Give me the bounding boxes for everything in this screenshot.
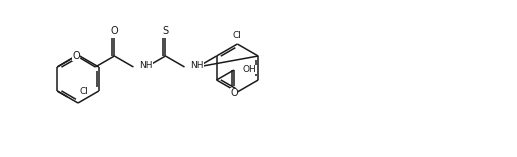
Text: Cl: Cl: [233, 32, 242, 41]
Text: S: S: [162, 26, 169, 36]
Text: OH: OH: [243, 65, 256, 73]
Text: Cl: Cl: [80, 87, 89, 95]
Text: NH: NH: [191, 62, 204, 70]
Text: NH: NH: [140, 62, 153, 70]
Text: O: O: [230, 88, 238, 98]
Text: O: O: [111, 26, 118, 36]
Text: O: O: [72, 51, 80, 61]
